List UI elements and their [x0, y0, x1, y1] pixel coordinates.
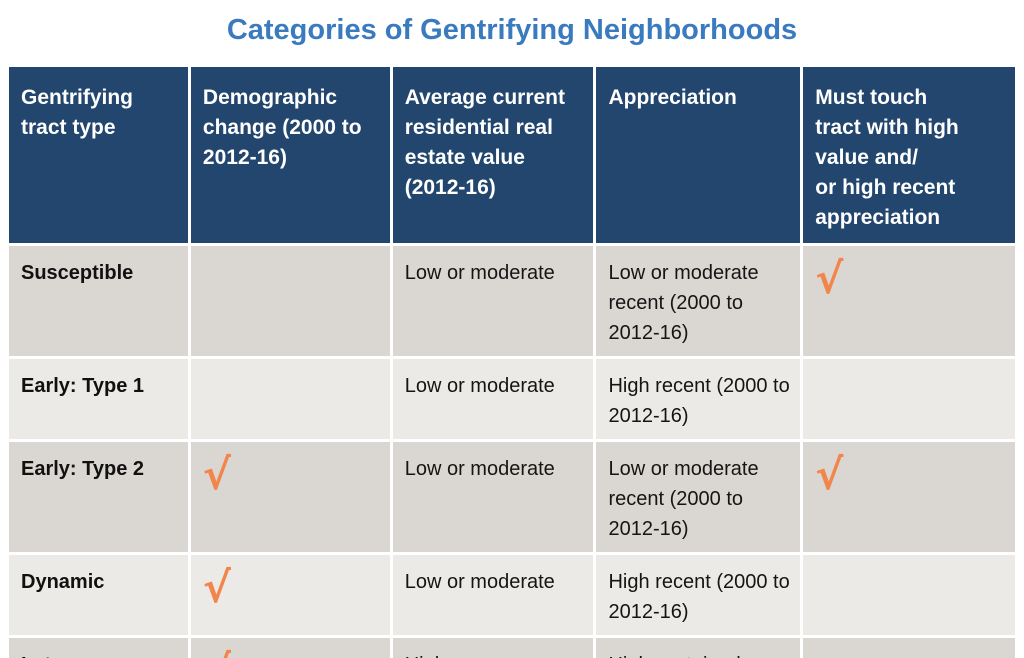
appreciation-cell: Low or moderate recent (2000 to 2012-16): [596, 246, 801, 356]
checkmark-icon-cell: √: [190, 638, 390, 658]
gentrifying-neighborhoods-table: Gentrifying tract type Demographic chang…: [6, 64, 1018, 658]
col-header-demographic-change: Demographic change (2000 to 2012-16): [190, 67, 390, 243]
appreciation-cell: Low or moderate recent (2000 to 2012-16): [596, 442, 801, 552]
row-label: Dynamic: [9, 555, 188, 635]
col-header-appreciation: Appreciation: [596, 67, 801, 243]
checkmark-icon-cell: [190, 246, 390, 356]
col-header-must-touch: Must touch tract with high value and/ or…: [803, 67, 1015, 243]
appreciation-cell: High sustained (1990 to 2012-16): [596, 638, 801, 658]
table-row-susceptible: Susceptible Low or moderate Low or moder…: [9, 246, 1015, 356]
row-label: Early: Type 2: [9, 442, 188, 552]
figure-title: Categories of Gentrifying Neighborhoods: [226, 14, 798, 46]
checkmark-icon-cell: [190, 359, 390, 439]
real-estate-value-cell: Low or moderate: [392, 442, 594, 552]
col-header-real-estate-value: Average current residential real estate …: [392, 67, 594, 243]
row-label: Early: Type 1: [9, 359, 188, 439]
checkmark-icon-cell: √: [803, 246, 1015, 356]
row-label: Susceptible: [9, 246, 188, 356]
table-body: Susceptible Low or moderate Low or moder…: [9, 246, 1015, 658]
checkmark-icon-cell: [803, 555, 1015, 635]
real-estate-value-cell: Low or moderate: [392, 555, 594, 635]
checkmark-icon-cell: √: [190, 442, 390, 552]
checkmark-icon-cell: √: [190, 555, 390, 635]
table-row-dynamic: Dynamic √ Low or moderate High recent (2…: [9, 555, 1015, 635]
appreciation-cell: High recent (2000 to 2012-16): [596, 555, 801, 635]
appreciation-cell: High recent (2000 to 2012-16): [596, 359, 801, 439]
checkmark-icon-cell: [803, 638, 1015, 658]
table-header: Gentrifying tract type Demographic chang…: [9, 67, 1015, 243]
checkmark-icon-cell: √: [803, 442, 1015, 552]
table-row-early-type-1: Early: Type 1 Low or moderate High recen…: [9, 359, 1015, 439]
row-label: Late: [9, 638, 188, 658]
col-header-tract-type: Gentrifying tract type: [9, 67, 188, 243]
checkmark-icon-cell: [803, 359, 1015, 439]
real-estate-value-cell: High: [392, 638, 594, 658]
table-row-early-type-2: Early: Type 2 √ Low or moderate Low or m…: [9, 442, 1015, 552]
real-estate-value-cell: Low or moderate: [392, 359, 594, 439]
real-estate-value-cell: Low or moderate: [392, 246, 594, 356]
table-row-late: Late √ High High sustained (1990 to 2012…: [9, 638, 1015, 658]
